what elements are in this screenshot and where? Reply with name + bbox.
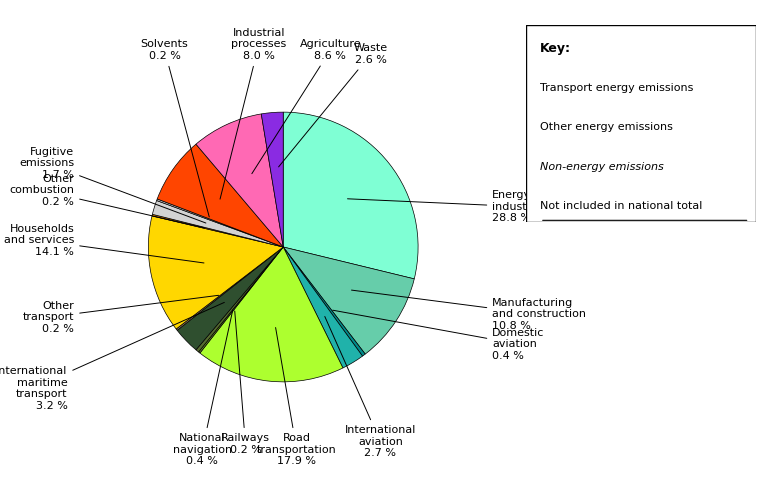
Wedge shape bbox=[200, 247, 343, 382]
Text: Waste
2.6 %: Waste 2.6 % bbox=[279, 43, 388, 167]
Wedge shape bbox=[177, 247, 283, 350]
Text: Industrial
processes
8.0 %: Industrial processes 8.0 % bbox=[220, 28, 286, 199]
Text: Solvents
0.2 %: Solvents 0.2 % bbox=[141, 40, 209, 217]
Text: Fugitive
emissions
1.7 %: Fugitive emissions 1.7 % bbox=[19, 147, 206, 223]
Wedge shape bbox=[283, 247, 366, 356]
Text: International
aviation
2.7 %: International aviation 2.7 % bbox=[325, 317, 416, 458]
Text: National
navigation
0.4 %: National navigation 0.4 % bbox=[173, 310, 233, 466]
Text: Key:: Key: bbox=[540, 42, 571, 55]
Text: Households
and services
14.1 %: Households and services 14.1 % bbox=[4, 224, 204, 263]
Wedge shape bbox=[199, 247, 283, 353]
Wedge shape bbox=[148, 216, 283, 329]
Text: Agriculture
8.6 %: Agriculture 8.6 % bbox=[252, 40, 361, 174]
Text: Railways
0.2 %: Railways 0.2 % bbox=[221, 311, 270, 454]
Text: Transport energy emissions: Transport energy emissions bbox=[540, 83, 694, 93]
Wedge shape bbox=[157, 199, 283, 247]
Wedge shape bbox=[196, 247, 283, 352]
Wedge shape bbox=[152, 214, 283, 247]
Wedge shape bbox=[261, 112, 283, 247]
Text: Energy
industries
28.8 %: Energy industries 28.8 % bbox=[347, 190, 548, 223]
Wedge shape bbox=[283, 247, 362, 368]
Text: Road
transportation
17.9 %: Road transportation 17.9 % bbox=[257, 328, 336, 466]
Text: Manufacturing
and construction
10.8 %: Manufacturing and construction 10.8 % bbox=[352, 290, 586, 331]
Wedge shape bbox=[152, 201, 283, 247]
Text: Other
transport
0.2 %: Other transport 0.2 % bbox=[23, 295, 219, 334]
Wedge shape bbox=[283, 112, 418, 279]
Wedge shape bbox=[176, 247, 283, 330]
Wedge shape bbox=[196, 114, 283, 247]
Text: Other
combustion
0.2 %: Other combustion 0.2 % bbox=[9, 174, 204, 228]
Text: Non-energy emissions: Non-energy emissions bbox=[540, 162, 664, 172]
Text: International
maritime
transport
3.2 %: International maritime transport 3.2 % bbox=[0, 302, 224, 411]
Text: Other energy emissions: Other energy emissions bbox=[540, 123, 673, 132]
Text: Not included in national total: Not included in national total bbox=[540, 202, 702, 211]
Wedge shape bbox=[283, 247, 414, 354]
Text: Domestic
aviation
0.4 %: Domestic aviation 0.4 % bbox=[333, 310, 545, 361]
FancyBboxPatch shape bbox=[526, 25, 756, 222]
Wedge shape bbox=[157, 144, 283, 247]
